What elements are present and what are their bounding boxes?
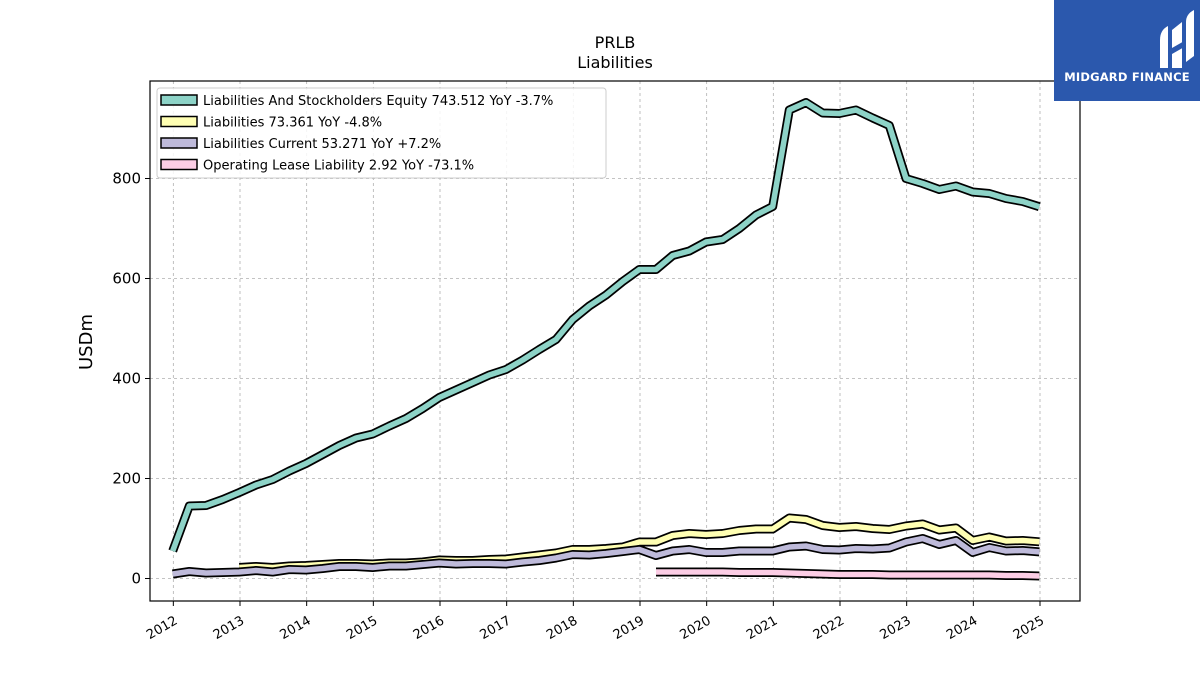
x-tick-label: 2017 bbox=[478, 613, 514, 643]
x-tick-label: 2019 bbox=[611, 613, 647, 643]
logo-mark-icon bbox=[1160, 10, 1194, 68]
x-tick-label: 2021 bbox=[744, 613, 780, 643]
series-line-operating-lease-liability bbox=[656, 569, 1040, 579]
legend-label: Operating Lease Liability 2.92 YoY -73.1… bbox=[203, 159, 474, 174]
legend-label: Liabilities Current 53.271 YoY +7.2% bbox=[203, 137, 441, 152]
chart-subtitle: Liabilities bbox=[577, 53, 653, 72]
legend-box bbox=[156, 87, 607, 179]
legend: Liabilities And Stockholders Equity 743.… bbox=[156, 87, 607, 179]
legend-label: Liabilities And Stockholders Equity 743.… bbox=[203, 94, 553, 109]
chart-title: PRLB bbox=[595, 33, 636, 52]
legend-swatch bbox=[160, 94, 198, 106]
x-tick-label: 2024 bbox=[944, 613, 980, 643]
y-tick-label: 200 bbox=[112, 470, 141, 488]
y-tick-label: 600 bbox=[112, 270, 141, 288]
x-tick-label: 2013 bbox=[211, 613, 247, 643]
series-line-liabilities-and-stockholders-equity bbox=[170, 99, 1041, 552]
y-axis-label: USDm bbox=[76, 314, 97, 370]
series-layer bbox=[168, 98, 1041, 581]
y-tick-label: 800 bbox=[112, 170, 141, 188]
y-tick-label: 400 bbox=[112, 370, 141, 388]
x-tick-label: 2015 bbox=[344, 613, 380, 643]
x-tick-label: 2022 bbox=[811, 613, 847, 643]
x-tick-label: 2014 bbox=[278, 613, 314, 643]
series-line-liabilities-current bbox=[172, 535, 1040, 577]
legend-swatch bbox=[160, 137, 198, 149]
x-tick-label: 2016 bbox=[411, 613, 447, 643]
legend-swatch bbox=[160, 115, 198, 128]
x-tick-label: 2020 bbox=[678, 613, 714, 643]
x-tick-label: 2018 bbox=[544, 613, 580, 643]
x-tick-label: 2012 bbox=[144, 613, 180, 643]
brand-logo: MIDGARD FINANCE bbox=[1054, 0, 1200, 101]
x-tick-label: 2023 bbox=[878, 613, 914, 643]
brand-name: MIDGARD FINANCE bbox=[1064, 70, 1190, 84]
legend-swatch bbox=[160, 158, 198, 171]
x-tick-label: 2025 bbox=[1011, 613, 1047, 643]
plot-frame bbox=[149, 80, 1081, 602]
y-tick-label: 0 bbox=[131, 570, 141, 588]
legend-label: Liabilities 73.361 YoY -4.8% bbox=[203, 116, 382, 131]
